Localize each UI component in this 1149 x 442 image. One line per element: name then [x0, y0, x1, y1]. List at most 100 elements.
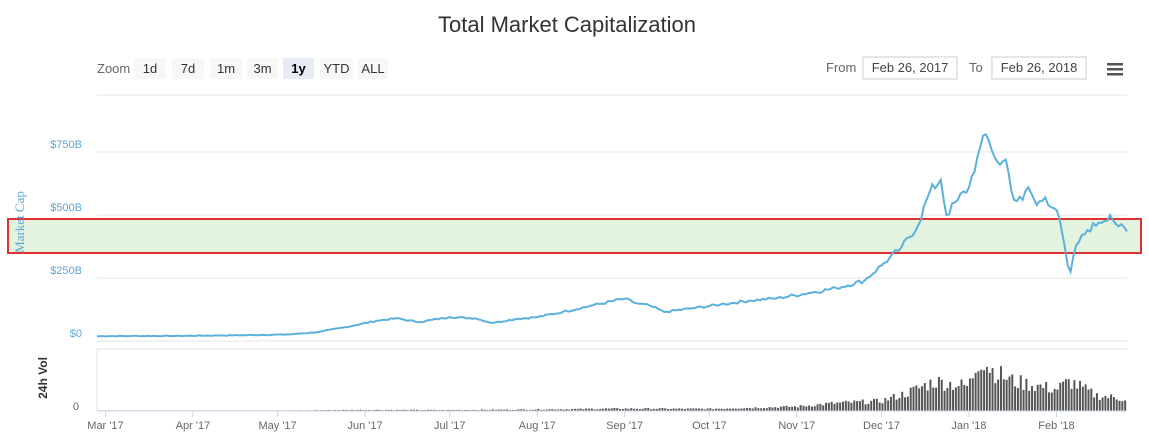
volume-bar: [1056, 389, 1059, 411]
volume-bar: [827, 402, 830, 411]
y-tick-label: $250B: [50, 265, 82, 277]
volume-bar: [909, 387, 912, 411]
volume-bar: [1000, 366, 1002, 411]
volume-bar: [833, 403, 836, 411]
volume-bar: [415, 409, 418, 411]
x-tick-label: Jan '18: [951, 420, 986, 432]
volume-bar: [991, 368, 994, 411]
volume-bar: [356, 409, 359, 411]
y-tick-label: $500B: [50, 202, 82, 214]
zoom-button-3m[interactable]: 3m: [247, 58, 278, 79]
volume-bar: [746, 407, 749, 411]
volume-bar: [480, 409, 483, 411]
volume-bar: [952, 389, 955, 411]
volume-bar: [943, 390, 946, 411]
to-date-value: Feb 26, 2018: [1001, 60, 1078, 75]
volume-bar: [994, 383, 997, 411]
zoom-button-label: YTD: [324, 61, 350, 76]
zoom-button-label: 1y: [291, 61, 306, 76]
volume-bar: [858, 401, 861, 411]
volume-bar: [542, 409, 545, 411]
volume-bar: [590, 408, 593, 411]
volume-bar: [500, 409, 503, 411]
volume-bar: [715, 408, 717, 411]
volume-bar: [825, 402, 828, 411]
volume-bar: [706, 408, 709, 411]
volume-bar: [1104, 395, 1107, 411]
volume-bar: [401, 409, 404, 411]
volume-bar: [737, 408, 740, 411]
volume-bar: [731, 408, 734, 411]
volume-bar: [723, 408, 726, 411]
volume-bar: [782, 406, 785, 411]
volume-bar: [864, 404, 867, 411]
volume-bar: [672, 408, 675, 411]
zoom-button-1y[interactable]: 1y: [283, 58, 314, 79]
volume-bar: [1062, 381, 1065, 411]
volume-bar: [506, 409, 509, 411]
volume-bar: [579, 408, 582, 411]
volume-bar: [1047, 392, 1050, 411]
volume-bar: [966, 385, 969, 411]
zoom-button-all[interactable]: ALL: [358, 58, 388, 79]
zoom-button-1m[interactable]: 1m: [210, 58, 242, 79]
volume-bar: [918, 388, 921, 411]
volume-bar: [1081, 386, 1084, 411]
volume-bar: [463, 409, 466, 411]
volume-bar: [856, 401, 859, 411]
volume-bar: [635, 408, 638, 411]
volume-bar: [373, 409, 376, 411]
volume-bar: [799, 405, 802, 411]
volume-bar: [813, 406, 816, 411]
volume-bar: [619, 408, 622, 411]
volume-bar: [537, 408, 540, 411]
zoom-button-ytd[interactable]: YTD: [320, 58, 353, 79]
x-tick-label: Apr '17: [176, 420, 211, 432]
volume-bar: [658, 408, 661, 411]
from-label: From: [826, 60, 856, 75]
zoom-button-1d[interactable]: 1d: [134, 58, 166, 79]
volume-bar: [410, 409, 413, 411]
volume-bar: [466, 409, 469, 411]
volume-bar: [379, 409, 382, 411]
from-date-input[interactable]: [862, 56, 958, 80]
volume-bar: [607, 408, 610, 411]
volume-bar: [384, 409, 387, 411]
x-tick-label: Dec '17: [863, 420, 900, 432]
volume-bar: [520, 409, 523, 411]
volume-bar: [954, 387, 957, 411]
volume-bar: [588, 408, 590, 411]
volume-bar: [1005, 379, 1008, 411]
zoom-button-7d[interactable]: 7d: [172, 58, 204, 79]
volume-bar: [698, 408, 701, 411]
hamburger-menu-icon[interactable]: [1102, 58, 1126, 80]
volume-bar: [568, 409, 571, 411]
volume-bar: [1084, 384, 1087, 411]
volume-bar: [983, 370, 986, 411]
volume-bar: [1110, 394, 1113, 411]
y-tick-label: $0: [70, 328, 82, 340]
volume-bar: [1059, 382, 1062, 411]
volume-bar: [548, 409, 551, 411]
volume-bar: [559, 409, 562, 411]
volume-bar: [830, 401, 833, 411]
volume-bar: [1090, 388, 1093, 411]
volume-bar: [1022, 389, 1025, 411]
volume-bar: [683, 409, 686, 411]
volume-bar: [1039, 384, 1042, 411]
volume-bar: [977, 371, 980, 411]
volume-bar: [517, 409, 520, 411]
volume-bar: [700, 408, 703, 411]
volume-bar: [850, 402, 853, 411]
volume-bar: [884, 398, 887, 411]
volume-bar: [494, 409, 497, 411]
volume-bar: [472, 409, 475, 411]
volume-bar: [449, 409, 452, 411]
x-tick-label: Sep '17: [606, 420, 643, 432]
volume-bar: [841, 401, 844, 411]
volume-bar: [376, 409, 379, 411]
zoom-button-label: 7d: [181, 61, 195, 76]
volume-bar: [912, 386, 915, 411]
volume-bar: [523, 409, 526, 411]
to-date-input[interactable]: [991, 56, 1087, 80]
